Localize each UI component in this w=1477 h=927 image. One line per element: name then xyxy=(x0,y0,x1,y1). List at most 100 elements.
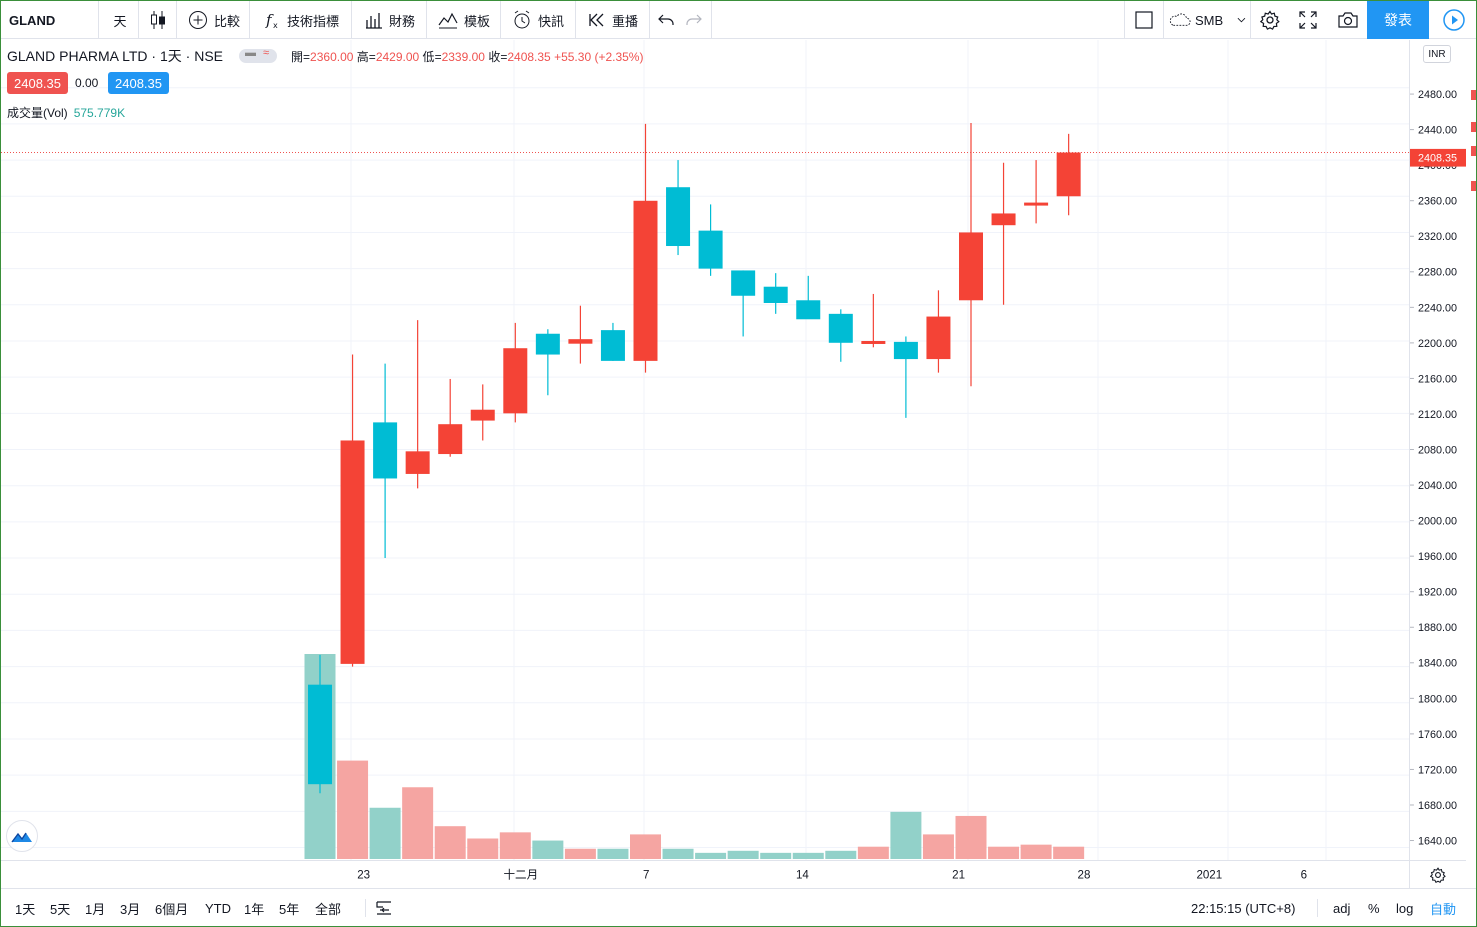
range-button[interactable]: 1天 xyxy=(15,901,36,917)
candle[interactable] xyxy=(470,384,495,441)
candle-body xyxy=(893,341,918,360)
replay-button[interactable]: 重播 xyxy=(583,1,643,39)
candle[interactable] xyxy=(959,122,983,387)
close-label: 收 xyxy=(488,49,501,64)
range-button[interactable]: 全部 xyxy=(315,901,342,917)
play-button[interactable] xyxy=(1431,1,1476,39)
redo-button[interactable] xyxy=(683,1,705,39)
candle[interactable] xyxy=(666,160,691,256)
bid-price[interactable]: 2408.35 xyxy=(7,72,68,94)
chart-type-button[interactable] xyxy=(143,1,173,39)
candle[interactable] xyxy=(535,329,560,396)
layout-button[interactable] xyxy=(1131,1,1157,39)
candle[interactable] xyxy=(503,322,528,423)
range-button[interactable]: 5天 xyxy=(50,901,71,917)
candle[interactable] xyxy=(926,290,951,373)
candle[interactable] xyxy=(991,162,1016,305)
auto-toggle[interactable]: 自動 xyxy=(1430,901,1457,917)
price-tick-label: 2200.00 xyxy=(1418,338,1457,350)
chart-settings-corner[interactable] xyxy=(1409,860,1466,888)
settings-button[interactable] xyxy=(1257,1,1283,39)
date-range-button[interactable] xyxy=(375,889,393,927)
candle[interactable] xyxy=(731,270,756,337)
volume-bar xyxy=(564,848,596,859)
range-button[interactable]: 1年 xyxy=(244,901,265,917)
candle[interactable] xyxy=(633,123,658,373)
clock-display[interactable]: 22:15:15 (UTC+8) xyxy=(1191,900,1296,916)
ask-price[interactable]: 2408.35 xyxy=(108,72,169,94)
candle-body xyxy=(633,200,658,361)
compare-button[interactable]: 比較 xyxy=(183,1,245,39)
volume-value: 575.779K xyxy=(73,106,126,120)
volume-bar xyxy=(499,832,531,859)
range-button[interactable]: YTD xyxy=(205,900,231,916)
publish-button[interactable]: 發表 xyxy=(1367,1,1429,39)
range-button[interactable]: 6個月 xyxy=(155,901,189,917)
currency-button[interactable]: INR xyxy=(1423,45,1451,63)
symbol-search-button[interactable]: GLAND xyxy=(9,12,56,28)
candle-body xyxy=(861,340,886,344)
candle[interactable] xyxy=(763,273,788,314)
candle-body xyxy=(991,213,1016,226)
financials-button[interactable]: 財務 xyxy=(359,1,421,39)
candle[interactable] xyxy=(828,309,853,362)
candle[interactable] xyxy=(340,354,365,667)
templates-label: 模板 xyxy=(463,13,490,29)
volume-bar xyxy=(955,815,987,859)
candle[interactable] xyxy=(893,336,918,418)
price-scale[interactable]: 2480.002440.002400.002360.002320.002280.… xyxy=(1409,40,1466,860)
range-button[interactable]: 5年 xyxy=(279,901,300,917)
alert-button[interactable]: 快訊 xyxy=(507,1,569,39)
range-button[interactable]: 1月 xyxy=(85,901,106,917)
low-label: 低 xyxy=(422,49,435,64)
candle[interactable] xyxy=(568,305,593,364)
price-tick-label: 2440.00 xyxy=(1418,125,1457,137)
compare-label: 比較 xyxy=(213,13,240,29)
layout-save-button[interactable]: SMB xyxy=(1168,1,1246,39)
undo-button[interactable] xyxy=(655,1,677,39)
price-chart[interactable] xyxy=(1,40,1409,860)
time-tick-label: 2021 xyxy=(1196,869,1222,881)
candle[interactable] xyxy=(1056,133,1081,216)
log-toggle[interactable]: log xyxy=(1396,900,1414,916)
time-scale[interactable]: 23 十二月 7 14 21 28 2021 6 xyxy=(1,860,1409,888)
adj-toggle[interactable]: adj xyxy=(1333,900,1351,916)
interval-button[interactable]: 天 xyxy=(113,13,127,29)
candle[interactable] xyxy=(698,204,723,276)
rewind-icon xyxy=(589,13,604,27)
candle[interactable] xyxy=(373,363,398,559)
price-tick-label: 2040.00 xyxy=(1418,480,1457,492)
snapshot-button[interactable] xyxy=(1334,1,1362,39)
price-tick-label: 1920.00 xyxy=(1418,587,1457,599)
candle[interactable] xyxy=(308,654,332,794)
badge-left: ▬ xyxy=(245,47,257,59)
range-button[interactable]: 3月 xyxy=(120,901,141,917)
price-tick-label: 1800.00 xyxy=(1418,693,1457,705)
time-tick-label: 7 xyxy=(643,869,649,881)
fullscreen-button[interactable] xyxy=(1295,1,1321,39)
legend-title[interactable]: GLAND PHARMA LTD · 1天 · NSE xyxy=(7,48,224,64)
percent-toggle[interactable]: % xyxy=(1368,900,1380,916)
volume-bars xyxy=(304,654,1085,859)
templates-button[interactable]: 模板 xyxy=(433,1,495,39)
tradingview-logo[interactable] xyxy=(6,820,38,852)
candle-body xyxy=(600,330,625,361)
price-tick-label: 1960.00 xyxy=(1418,551,1457,563)
volume-label[interactable]: 成交量(Vol) xyxy=(7,106,68,120)
volume-bar xyxy=(402,787,434,859)
volume-legend: 成交量(Vol) 575.779K xyxy=(7,104,125,121)
candle[interactable] xyxy=(405,320,430,489)
price-tick-label: 2240.00 xyxy=(1418,302,1457,314)
candle[interactable] xyxy=(796,275,821,320)
high-value: 2429.00 xyxy=(375,49,420,64)
candle[interactable] xyxy=(600,322,625,361)
candle[interactable] xyxy=(861,293,886,348)
time-tick-label: 28 xyxy=(1078,869,1091,881)
candle[interactable] xyxy=(438,378,463,457)
price-tick-label: 1880.00 xyxy=(1418,622,1457,634)
legend-status-badge[interactable]: ▬ ≈ xyxy=(239,47,278,63)
candle[interactable] xyxy=(1024,160,1049,224)
bottom-toolbar: 1天 5天 1月 3月 6個月 YTD 1年 5年 全部 22:15:15 (UTC+8) ad… xyxy=(1,888,1476,926)
